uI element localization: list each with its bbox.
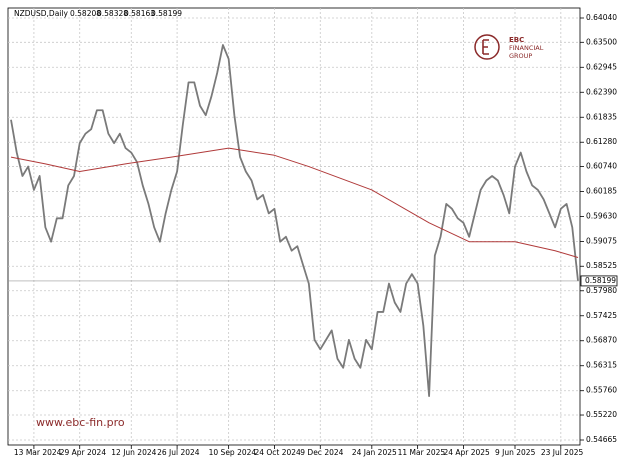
y-tick-label: 0.62390 [586,87,617,96]
y-tick-label: 0.56870 [586,336,617,345]
y-tick-label: 0.61280 [586,137,617,146]
logo-icon [474,34,500,60]
y-tick-label: 0.57425 [586,311,617,320]
quote-value: 0.58328 [97,9,128,18]
y-tick-label: 0.58525 [586,261,617,270]
x-tick-label: 11 Mar 2025 [398,448,446,457]
x-tick-label: 24 Jan 2025 [352,448,397,457]
y-tick-label: 0.60185 [586,187,617,196]
logo: EBC FINANCIAL GROUP [474,34,544,60]
y-tick-label: 0.55760 [586,386,617,395]
plot-frame [7,7,581,446]
x-tick-label: 24 Oct 2024 [254,448,301,457]
logo-line: FINANCIAL [509,44,544,52]
quote-value: 0.58199 [151,9,182,18]
y-tick-label: 0.59075 [586,236,617,245]
y-tick-label: 0.63500 [586,37,617,46]
moving-average-line [10,147,579,258]
x-tick-label: 24 Apr 2025 [443,448,490,457]
logo-line: GROUP [509,52,532,60]
x-tick-label: 23 Jul 2025 [541,448,584,457]
x-tick-label: 29 Apr 2024 [60,448,107,457]
logo-text: EBC [509,36,524,44]
marks [8,44,580,398]
grid [8,8,584,449]
y-tick-label: 0.62945 [586,62,617,71]
chart-title: NZDUSD,Daily [14,9,68,18]
labels: NZDUSD,Daily 0.582080.583280.581630.5819… [14,9,618,457]
y-tick-label: 0.61835 [586,112,617,121]
x-tick-label: 9 Dec 2024 [300,448,343,457]
x-tick-label: 9 Jun 2025 [495,448,536,457]
y-tick-label: 0.59630 [586,212,617,221]
website: www.ebc-fin.pro [36,416,125,429]
y-tick-label: 0.55220 [586,410,617,419]
x-tick-label: 12 Jun 2024 [111,448,156,457]
quote-value: 0.58163 [124,9,155,18]
x-tick-label: 10 Sep 2024 [209,448,257,457]
last-price-box [580,275,618,287]
y-tick-label: 0.56315 [586,361,617,370]
y-tick-label: 0.60740 [586,162,617,171]
y-tick-label: 0.64040 [586,13,617,22]
y-tick-label: 0.57980 [586,286,617,295]
quote-value: 0.58208 [70,9,101,18]
x-tick-label: 26 Jul 2024 [157,448,200,457]
price-line [10,44,579,398]
y-tick-label: 0.54665 [586,435,617,444]
last-price-label: 0.58199 [585,276,616,285]
x-tick-label: 13 Mar 2024 [14,448,62,457]
logo-glyph [482,39,489,55]
